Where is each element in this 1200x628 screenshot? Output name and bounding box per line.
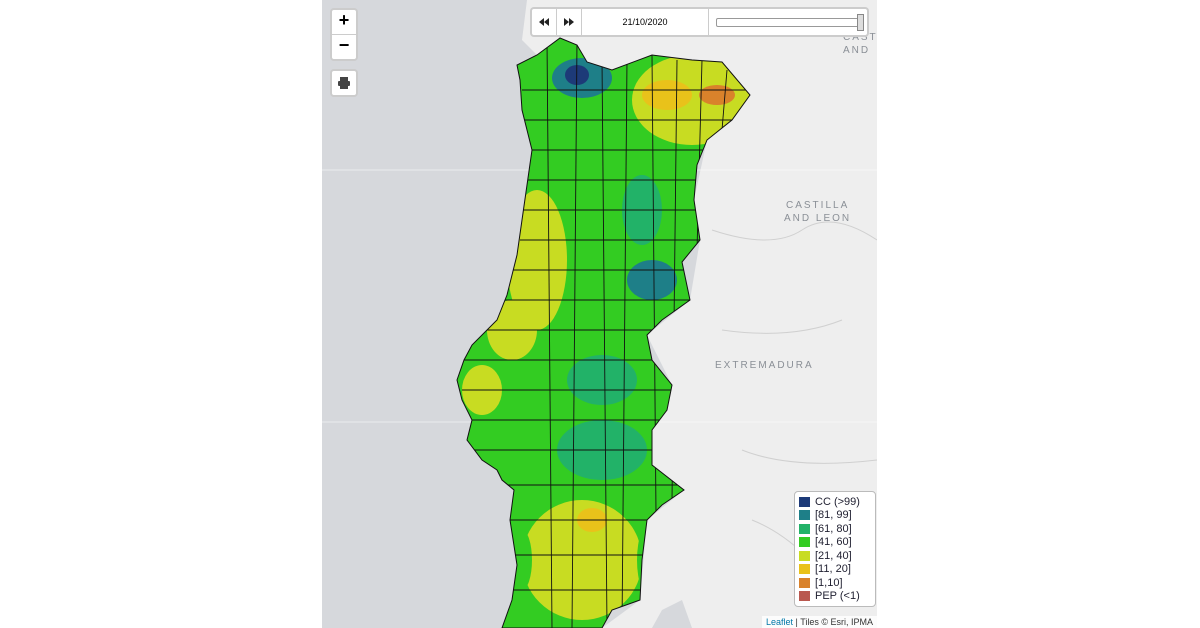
legend-swatch [799,550,810,561]
leaflet-link[interactable]: Leaflet [765,617,794,627]
legend-swatch [799,510,810,521]
zoom-out[interactable]: − [338,35,350,55]
legend: CC (>99) [81, 99] [61, 80] [41, 60] [21, 40]… [794,491,876,607]
timeline-control: 21/10/2020 [530,7,869,37]
slider-track [716,18,861,27]
step-back[interactable] [532,9,557,35]
timeline-date: 21/10/2020 [582,9,709,35]
legend-item: [21, 40] [799,549,871,563]
legend-label: [61, 80] [815,522,852,535]
print-icon [338,77,350,89]
place-label: EXTREMADURA [715,360,814,371]
legend-item: [61, 80] [799,522,871,536]
place-label: AND LEON [784,213,852,224]
legend-swatch [799,496,810,507]
legend-item: [1,10] [799,576,871,590]
attribution: Leaflet | Tiles © Esri, IPMA [761,616,877,628]
legend-label: PEP (<1) [815,590,860,603]
legend-item: [11, 20] [799,563,871,577]
legend-label: [1,10] [815,576,843,589]
place-label: AND [843,45,871,56]
forward-icon [564,18,574,26]
legend-swatch [799,591,810,602]
zoom-control: + − [330,8,358,61]
legend-swatch [799,577,810,588]
step-forward[interactable] [557,9,582,35]
legend-label: [21, 40] [815,549,852,562]
attribution-text: | Tiles © Esri, IPMA [793,617,873,627]
legend-swatch [799,564,810,575]
spain-land [522,0,877,628]
legend-label: CC (>99) [815,495,860,508]
legend-label: [11, 20] [815,563,851,576]
legend-item: PEP (<1) [799,590,871,604]
back-icon [539,18,549,26]
slider-handle[interactable] [857,14,864,31]
legend-item: [41, 60] [799,536,871,550]
map[interactable]: CAST AND CASTILLA AND LEON EXTREMADURA +… [322,0,877,628]
zoom-in[interactable]: + [332,10,356,35]
legend-label: [81, 99] [815,509,852,522]
legend-item: [81, 99] [799,509,871,523]
map-layer [322,0,877,628]
place-label: CAST [843,32,877,43]
print-button[interactable] [330,69,358,97]
legend-swatch [799,537,810,548]
place-label: CASTILLA [786,200,850,211]
legend-swatch [799,523,810,534]
legend-label: [41, 60] [815,536,852,549]
region-border [711,221,877,601]
legend-item: CC (>99) [799,495,871,509]
timeline-slider[interactable] [709,9,867,35]
